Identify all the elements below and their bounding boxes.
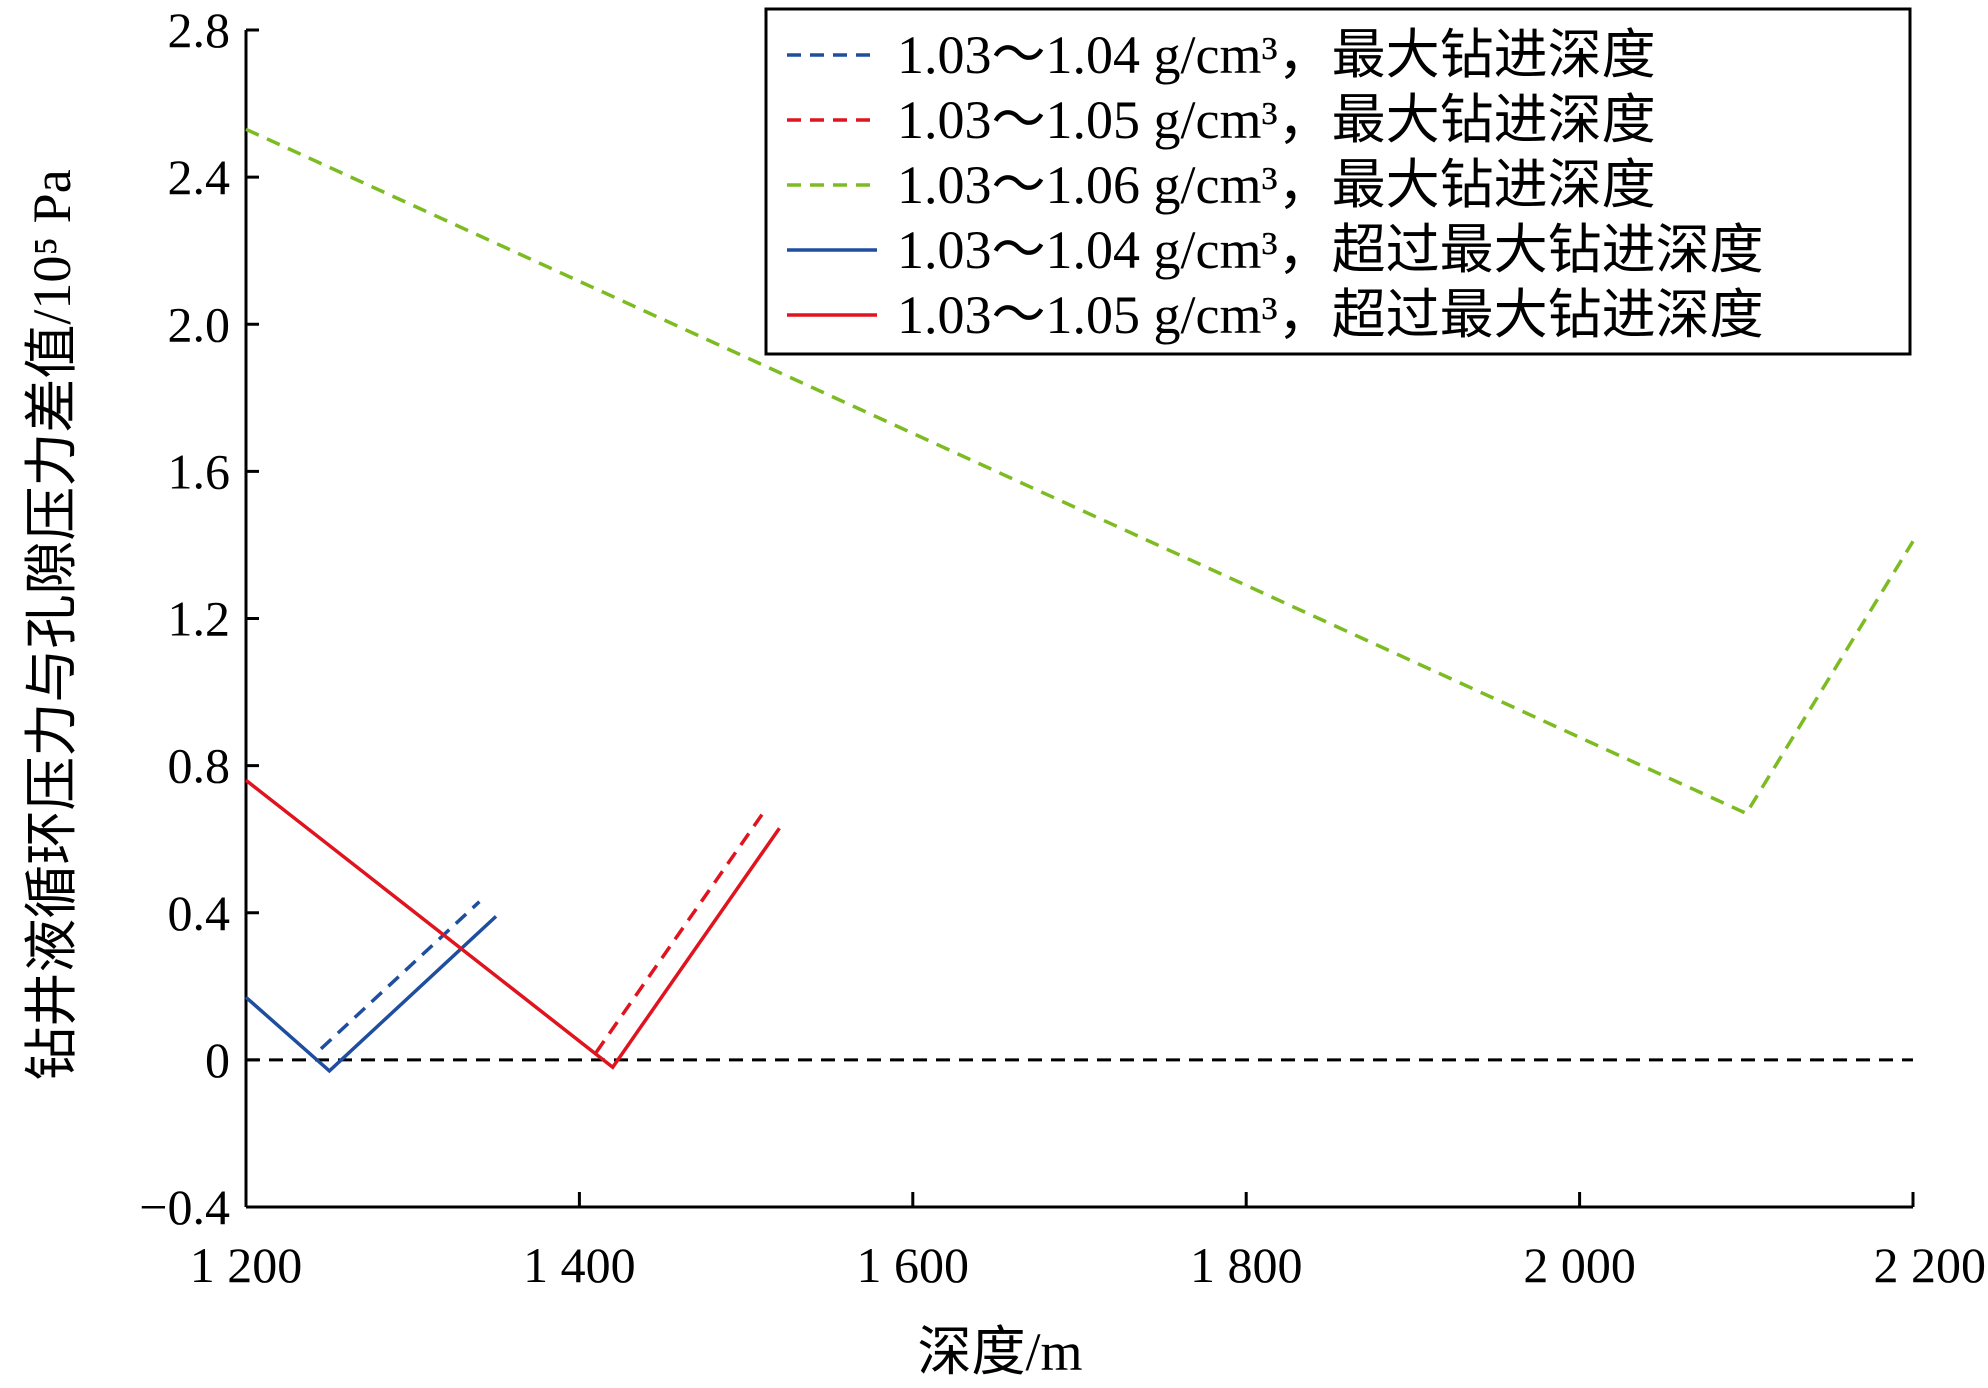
series-line <box>319 900 481 1051</box>
x-ticks: 1 200 1 400 1 600 1 800 2 000 2 200 <box>190 1192 1986 1293</box>
legend-box <box>764 7 1912 356</box>
y-tick-label: 0 <box>205 1032 230 1088</box>
y-tick-label: −0.4 <box>139 1179 230 1235</box>
y-tick-label: 2.4 <box>168 149 231 205</box>
x-tick-label: 1 400 <box>523 1237 636 1293</box>
legend-label: 1.03～1.06 g/cm³，最大钻进深度 <box>897 155 1656 215</box>
x-tick-label: 1 600 <box>857 1237 970 1293</box>
series-line <box>244 915 498 1074</box>
y-tick-label: 1.2 <box>168 591 231 647</box>
series-line <box>244 778 781 1070</box>
legend-label: 1.03～1.04 g/cm³，最大钻进深度 <box>897 25 1656 85</box>
legend-label: 1.03～1.05 g/cm³，最大钻进深度 <box>897 90 1656 150</box>
x-tick-label: 2 200 <box>1874 1237 1987 1293</box>
x-tick-label: 1 800 <box>1190 1237 1303 1293</box>
y-ticks: −0.4 0 0.4 0.8 1.2 1.6 2.0 2.4 2.8 <box>139 2 259 1235</box>
x-tick-label: 2 000 <box>1523 1237 1636 1293</box>
y-tick-label: 1.6 <box>168 443 231 499</box>
x-axis-title: 深度/m <box>917 1322 1082 1382</box>
x-tick-label: 1 200 <box>190 1237 303 1293</box>
legend-label: 1.03～1.04 g/cm³，超过最大钻进深度 <box>897 220 1764 280</box>
series-lines <box>244 127 1915 1074</box>
y-tick-label: 2.0 <box>168 296 231 352</box>
y-tick-label: 2.8 <box>168 2 231 58</box>
y-tick-label: 0.4 <box>168 885 231 941</box>
legend-label: 1.03～1.05 g/cm³，超过最大钻进深度 <box>897 285 1764 345</box>
series-line <box>594 812 765 1054</box>
y-tick-label: 0.8 <box>168 738 231 794</box>
y-axis-title: 钻井液循环压力与孔隙压力差值/10⁵ Pa <box>22 169 82 1080</box>
